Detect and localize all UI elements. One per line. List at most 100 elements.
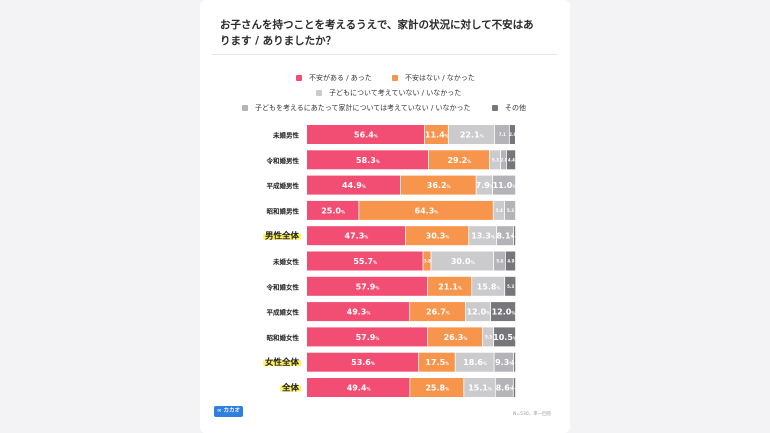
bar-segment-anxious bbox=[307, 352, 419, 372]
data-label-unit: % bbox=[480, 134, 484, 139]
data-label-unit: % bbox=[488, 387, 492, 392]
bar-segment-other bbox=[505, 251, 516, 271]
data-label-unit: % bbox=[366, 311, 370, 316]
data-label: 64.3% bbox=[415, 206, 439, 215]
data-label-unit: % bbox=[445, 361, 449, 366]
bar-segment-other bbox=[494, 327, 516, 347]
bar-segment-not-anxious bbox=[410, 302, 466, 322]
category-label: 未婚男性 bbox=[273, 131, 300, 140]
data-label-unit: % bbox=[446, 311, 450, 316]
bar-segment-not-considered bbox=[500, 150, 507, 170]
data-label: 12.0% bbox=[466, 308, 490, 317]
bar-segment-other bbox=[513, 378, 516, 397]
data-label: 4.4 bbox=[508, 157, 515, 162]
legend-label-not-anxious: 不安はない / なかった bbox=[405, 74, 475, 82]
data-label-unit: % bbox=[490, 184, 494, 189]
legend-swatch-other bbox=[492, 105, 498, 111]
data-label: 25.8% bbox=[425, 384, 449, 393]
data-label: 56.4% bbox=[354, 131, 378, 140]
category-label: 昭和婚男性 bbox=[267, 206, 300, 215]
bar-segment-other bbox=[513, 352, 516, 372]
data-label-unit: % bbox=[511, 311, 515, 316]
category-label: 令和婚女性 bbox=[266, 282, 300, 291]
data-label: 4.9 bbox=[507, 259, 514, 264]
data-label-unit: % bbox=[463, 336, 467, 341]
kakao-logo: ∞ カカオ bbox=[214, 406, 243, 417]
data-label-unit: % bbox=[445, 387, 449, 392]
bar-segment-not-anxious bbox=[428, 276, 472, 296]
data-label: 57.9% bbox=[356, 282, 380, 291]
bar-segment-not-considered bbox=[504, 200, 516, 220]
data-label: 5.4 bbox=[496, 208, 503, 213]
data-label-unit: % bbox=[362, 184, 366, 189]
bar-segment-no-child-thought bbox=[472, 276, 505, 296]
data-label: 1.0 bbox=[511, 233, 518, 238]
legend-item-not-anxious: 不安はない / なかった bbox=[392, 73, 475, 83]
data-label: 5.6 bbox=[496, 259, 503, 264]
bar-segment-anxious bbox=[307, 302, 410, 322]
data-label: 30.3% bbox=[426, 232, 450, 241]
bar-segment-other bbox=[505, 276, 516, 296]
bar-segment-not-anxious bbox=[419, 352, 455, 372]
data-label: 21.1% bbox=[438, 282, 462, 291]
data-label: 36.2% bbox=[427, 181, 451, 190]
data-label: 1.0 bbox=[511, 360, 518, 365]
legend-item-anxious: 不安がある / あった bbox=[296, 73, 372, 83]
data-label: 29.2% bbox=[447, 156, 471, 165]
data-label: 12.0% bbox=[492, 308, 516, 317]
category-label: 令和婚男性 bbox=[266, 156, 300, 165]
bar-segment-no-child-thought bbox=[493, 200, 505, 220]
bar-segment-anxious bbox=[307, 276, 428, 296]
bar-segment-not-anxious bbox=[424, 125, 448, 144]
bar-segment-not-anxious bbox=[405, 226, 469, 246]
data-label: 44.9% bbox=[342, 181, 366, 190]
data-label-unit: % bbox=[434, 209, 438, 214]
data-label: 30.0% bbox=[451, 257, 475, 266]
bar-segment-not-anxious bbox=[428, 150, 490, 170]
data-label: 5.3 bbox=[507, 208, 514, 213]
data-label: 8.6% bbox=[496, 384, 514, 393]
category-highlight bbox=[280, 385, 301, 392]
data-label: 18.6% bbox=[463, 358, 487, 367]
bar-segment-other bbox=[490, 302, 516, 322]
bar-segment-not-anxious bbox=[359, 200, 493, 220]
data-label-unit: % bbox=[371, 361, 375, 366]
bar-segment-no-child-thought bbox=[476, 175, 493, 195]
legend-label-anxious: 不安がある / あった bbox=[309, 74, 372, 82]
bar-segment-anxious bbox=[307, 125, 425, 144]
bar-segment-not-considered bbox=[493, 175, 516, 195]
data-label: 15.1% bbox=[468, 384, 492, 393]
legend-swatch-not-considered bbox=[242, 105, 248, 111]
data-label-unit: % bbox=[496, 285, 500, 290]
data-label: 25.0% bbox=[321, 206, 345, 215]
bar-segment-not-considered bbox=[494, 251, 505, 271]
bar-segment-anxious bbox=[307, 378, 410, 397]
data-label-unit: % bbox=[445, 235, 449, 240]
legend-item-not-considered: 子どもを考えるにあたって家計については考えていない / いなかった bbox=[242, 103, 471, 113]
bar-segment-no-child-thought bbox=[464, 378, 495, 397]
bar-segment-anxious bbox=[307, 327, 428, 347]
data-label-unit: % bbox=[447, 184, 451, 189]
data-label: 9.3% bbox=[495, 358, 513, 367]
data-label-unit: % bbox=[375, 336, 379, 341]
data-label-unit: % bbox=[471, 260, 475, 265]
bar-segment-not-anxious bbox=[410, 378, 464, 397]
data-label-unit: % bbox=[486, 311, 490, 316]
category-label: 女性全体 bbox=[265, 357, 300, 368]
legend-swatch-no-child-thought bbox=[316, 90, 322, 96]
bar-segment-no-child-thought bbox=[489, 150, 501, 170]
category-label: 未婚女性 bbox=[273, 257, 300, 266]
data-label: 17.5% bbox=[425, 358, 449, 367]
bar-segment-no-child-thought bbox=[482, 327, 494, 347]
data-label-unit: % bbox=[364, 235, 368, 240]
data-label: 5.3 bbox=[485, 334, 492, 339]
data-label: 10.5% bbox=[493, 333, 517, 342]
data-label: 15.8% bbox=[477, 282, 501, 291]
data-label-unit: % bbox=[512, 184, 516, 189]
data-label: 22.1% bbox=[460, 131, 484, 140]
data-label: 11.0% bbox=[493, 181, 517, 190]
data-label: 57.9% bbox=[356, 333, 380, 342]
bar-segment-anxious bbox=[307, 251, 423, 271]
data-label-unit: % bbox=[483, 361, 487, 366]
